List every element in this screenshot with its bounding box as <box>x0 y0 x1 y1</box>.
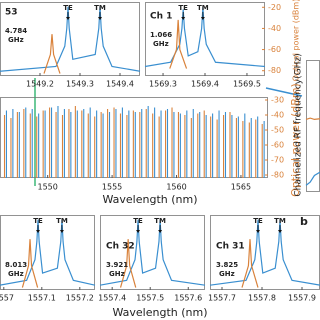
mode-label: TM <box>197 4 209 12</box>
rf-unit: GHz <box>8 36 24 44</box>
rf-unit: GHz <box>153 40 169 48</box>
y-axis-label: Optical power (dBm) <box>292 0 301 81</box>
spectrum-line <box>241 239 259 288</box>
x-tick-label: 1569.5 <box>233 80 261 89</box>
y-axis-label: Optical power (dBm) <box>289 83 302 197</box>
spectrum-line <box>144 7 266 68</box>
channel-label: 53 <box>5 8 18 18</box>
rf-unit: GHz <box>8 270 24 278</box>
x-tick-label: 1557.9 <box>288 294 316 303</box>
mode-label: TE <box>133 217 143 225</box>
mode-label: TM <box>56 217 68 225</box>
arrow-head <box>36 230 40 233</box>
spectrum-line <box>99 219 206 286</box>
y-axis-label: Channelized RF frequency(GHz) <box>294 53 304 196</box>
panel-frame <box>100 215 205 290</box>
y-tick-label: -50 <box>271 126 284 135</box>
channel-label: Ch 31 <box>216 242 245 252</box>
spectrum-line <box>119 239 137 288</box>
arrow-head <box>256 230 260 233</box>
x-tick-label: 1549.3 <box>66 80 94 89</box>
panel-frame <box>0 215 95 290</box>
mode-label: TE <box>253 217 263 225</box>
x-tick-label: 1557.8 <box>248 294 276 303</box>
x-axis-label: Wavelength (nm) <box>102 193 197 206</box>
arrow-head <box>200 17 205 20</box>
y-tick-label: -60 <box>271 141 284 150</box>
panel-label: b <box>300 215 308 228</box>
mode-label: TE <box>63 4 73 12</box>
arrow-head <box>278 230 282 233</box>
x-tick-label: 1557 <box>0 294 14 303</box>
y-tick-label: -80 <box>271 171 284 180</box>
x-tick-label: 1549.4 <box>106 80 134 89</box>
y-tick-label: -40 <box>268 24 281 33</box>
x-tick-label: 1557.6 <box>174 294 202 303</box>
rf-value: 1.066 <box>150 31 172 39</box>
x-tick-label: 1560 <box>166 183 186 192</box>
rf-value: 4.784 <box>5 27 27 35</box>
x-tick-label: 1557.2 <box>66 294 94 303</box>
x-tick-label: 1557.5 <box>136 294 164 303</box>
mode-label: TM <box>94 4 106 12</box>
arrow-head <box>98 17 102 20</box>
panel-frame <box>0 97 268 178</box>
x-tick-label: 1550 <box>37 183 57 192</box>
mode-label: TM <box>274 217 286 225</box>
y-tick-label: -60 <box>268 45 281 54</box>
x-tick-label: 1557.7 <box>208 294 236 303</box>
spectrum-line <box>0 6 141 72</box>
x-tick-label: 1549.2 <box>26 80 54 89</box>
arrow-head <box>181 17 186 20</box>
y-tick-label: -20 <box>268 3 281 12</box>
panel-frame <box>0 2 140 76</box>
spectrum-line <box>21 239 39 288</box>
spectrum-line <box>305 171 320 186</box>
arrow-head <box>136 230 141 233</box>
rf-unit: GHz <box>219 270 235 278</box>
x-tick-label: 1557.1 <box>28 294 56 303</box>
spectrum-line <box>209 219 320 286</box>
y-tick-label: -40 <box>271 111 284 120</box>
spectrum-line <box>43 34 61 74</box>
y-tick-label: -30 <box>271 96 284 105</box>
mode-label: TE <box>33 217 43 225</box>
x-tick-label: 1569.4 <box>191 80 219 89</box>
mode-label: TM <box>154 217 166 225</box>
y-tick-label: -80 <box>268 66 281 75</box>
x-tick-label: 1555 <box>102 183 122 192</box>
channel-label: Ch 1 <box>150 12 172 22</box>
rf-unit: GHz <box>109 270 125 278</box>
rf-value: 8.013 <box>5 261 27 269</box>
spectrum-line <box>0 219 96 286</box>
arrow-head <box>59 230 64 233</box>
arrow-head <box>158 230 163 233</box>
y-tick-label: -70 <box>271 156 284 165</box>
panel-frame <box>306 60 320 192</box>
arrow-head <box>66 17 70 20</box>
inset-pointer <box>265 87 303 97</box>
rf-value: 3.921 <box>106 261 128 269</box>
spectrum-line <box>169 19 188 69</box>
spectrum-line <box>305 117 320 121</box>
x-tick-label: 1565 <box>231 183 251 192</box>
mode-label: TE <box>178 4 188 12</box>
x-axis-label: Wavelength (nm) <box>112 306 207 319</box>
x-tick-label: 1557.4 <box>98 294 126 303</box>
channel-label: Ch 32 <box>106 242 135 252</box>
x-tick-label: 1569.3 <box>149 80 177 89</box>
rf-value: 3.825 <box>216 261 238 269</box>
